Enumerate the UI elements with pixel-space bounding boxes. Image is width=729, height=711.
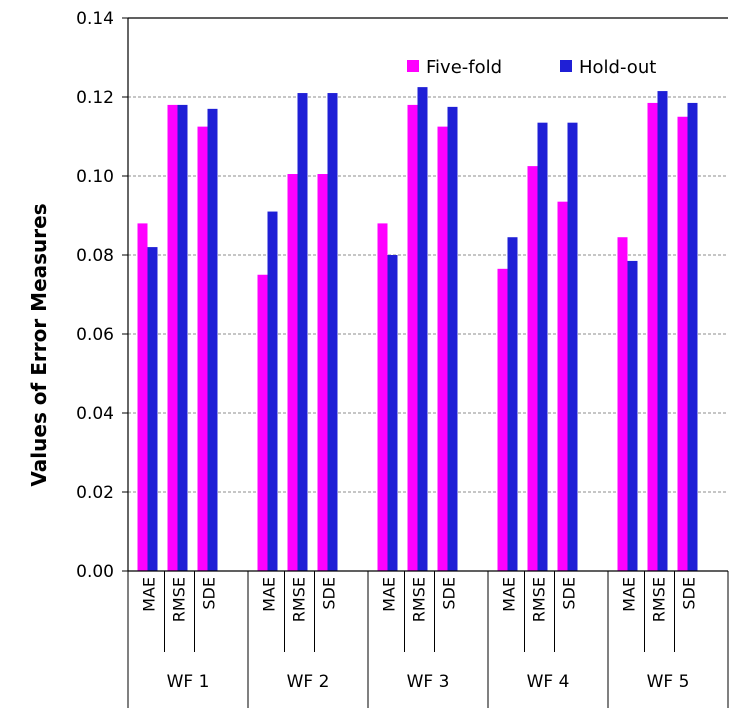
y-tick-labels: 0.00 0.02 0.04 0.06 0.08 0.10 0.12 0.14 bbox=[76, 9, 114, 582]
y-tick-label: 0.02 bbox=[76, 483, 114, 503]
bar-five-fold bbox=[557, 201, 568, 572]
bar-five-fold bbox=[287, 174, 298, 571]
bar-hold-out bbox=[177, 104, 188, 572]
bar-hold-out bbox=[147, 247, 158, 571]
category-label: RMSE bbox=[410, 577, 429, 622]
bar-hold-out bbox=[657, 91, 668, 571]
category-label: SDE bbox=[440, 577, 459, 610]
category-label: MAE bbox=[500, 577, 519, 612]
y-tick-label: 0.04 bbox=[76, 404, 114, 424]
bar-five-fold bbox=[407, 104, 418, 572]
y-tick-label: 0.10 bbox=[76, 167, 114, 187]
bar-five-fold bbox=[497, 268, 508, 571]
bar-hold-out bbox=[507, 237, 518, 571]
category-label: RMSE bbox=[290, 577, 309, 622]
legend-label-hold-out: Hold-out bbox=[579, 57, 656, 78]
y-tick-label: 0.08 bbox=[76, 246, 114, 266]
group-label: WF 5 bbox=[647, 672, 690, 692]
group-label: WF 1 bbox=[167, 672, 210, 692]
bar-five-fold bbox=[617, 237, 628, 571]
bar-hold-out bbox=[627, 260, 638, 571]
y-tick-label: 0.14 bbox=[76, 9, 114, 29]
y-tick-label: 0.06 bbox=[76, 325, 114, 345]
bar-hold-out bbox=[537, 122, 548, 572]
axes bbox=[122, 17, 728, 572]
bar-five-fold bbox=[197, 126, 208, 571]
legend-label-five-fold: Five-fold bbox=[426, 57, 502, 78]
bar-hold-out bbox=[387, 255, 398, 571]
bar-five-fold bbox=[377, 223, 388, 571]
category-label: RMSE bbox=[530, 577, 549, 622]
bar-five-fold bbox=[647, 102, 658, 572]
y-tick-label: 0.00 bbox=[76, 562, 114, 582]
bar-five-fold bbox=[167, 104, 178, 572]
bar-hold-out bbox=[267, 211, 278, 572]
category-label: RMSE bbox=[650, 577, 669, 622]
y-tick-label: 0.12 bbox=[76, 88, 114, 108]
legend: Five-fold Hold-out bbox=[395, 49, 720, 85]
category-label: MAE bbox=[260, 577, 279, 612]
category-label: MAE bbox=[380, 577, 399, 612]
category-label: SDE bbox=[200, 577, 219, 610]
category-label: SDE bbox=[560, 577, 579, 610]
group-label: WF 2 bbox=[287, 672, 330, 692]
category-label: MAE bbox=[140, 577, 159, 612]
legend-swatch-five-fold bbox=[407, 60, 419, 72]
bar-hold-out bbox=[417, 87, 428, 571]
group-label: WF 3 bbox=[407, 672, 450, 692]
bar-hold-out bbox=[447, 106, 458, 571]
y-axis-label: Values of Error Measures bbox=[27, 203, 51, 486]
bar-five-fold bbox=[527, 166, 538, 571]
bar-five-fold bbox=[317, 174, 328, 571]
category-label: MAE bbox=[620, 577, 639, 612]
x-category-axis: MAE RMSE SDE WF 1 MAE RMSE SDE WF 2 MAE RMSE SDE WF… bbox=[127, 571, 729, 708]
bar-five-fold bbox=[257, 274, 268, 571]
bar-hold-out bbox=[207, 108, 218, 571]
bar-five-fold bbox=[437, 126, 448, 571]
bar-hold-out bbox=[567, 122, 578, 572]
legend-swatch-hold-out bbox=[560, 60, 572, 72]
legend-box bbox=[395, 49, 720, 85]
bar-five-fold bbox=[137, 223, 148, 571]
bar-hold-out bbox=[327, 93, 338, 572]
bar-hold-out bbox=[687, 102, 698, 572]
category-label: SDE bbox=[320, 577, 339, 610]
bars bbox=[137, 87, 698, 572]
bar-five-fold bbox=[677, 116, 688, 571]
group-label: WF 4 bbox=[527, 672, 570, 692]
bar-hold-out bbox=[297, 93, 308, 572]
gridlines bbox=[128, 17, 728, 493]
category-label: RMSE bbox=[170, 577, 189, 622]
category-label: SDE bbox=[680, 577, 699, 610]
